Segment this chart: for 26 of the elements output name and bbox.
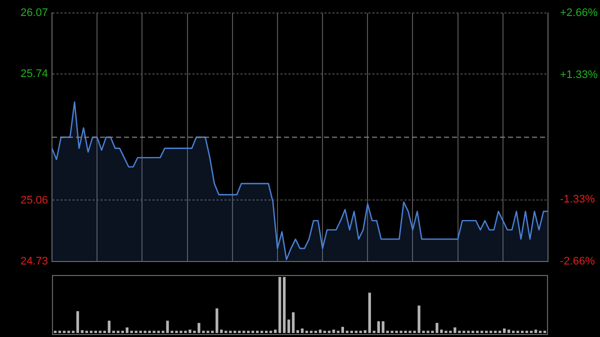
bar — [274, 330, 277, 333]
bar — [80, 330, 84, 333]
bar — [287, 320, 290, 333]
y-tick-label: 25.06 — [20, 194, 48, 206]
y2-tick-label: -2.66% — [560, 255, 596, 268]
bar — [534, 330, 538, 333]
y-tick-label: 25.74 — [20, 68, 48, 80]
y2-tick-label: +2.66% — [560, 7, 598, 20]
y-tick-label: 26.07 — [20, 7, 48, 20]
bar — [341, 326, 344, 333]
bar — [292, 312, 295, 333]
bar — [76, 311, 80, 333]
bar — [296, 330, 300, 333]
bar — [364, 330, 366, 333]
y-tick-label: 24.73 — [20, 255, 48, 268]
bar — [278, 277, 282, 333]
bar — [332, 330, 336, 333]
y2-tick-label: +1.33% — [560, 69, 598, 82]
bar — [507, 330, 510, 333]
bar — [282, 277, 286, 333]
y2-tick-label: -1.33% — [560, 193, 596, 206]
bar — [502, 328, 506, 333]
bar — [300, 328, 304, 333]
bar — [368, 292, 371, 333]
bar — [318, 330, 322, 333]
bar — [108, 320, 110, 333]
